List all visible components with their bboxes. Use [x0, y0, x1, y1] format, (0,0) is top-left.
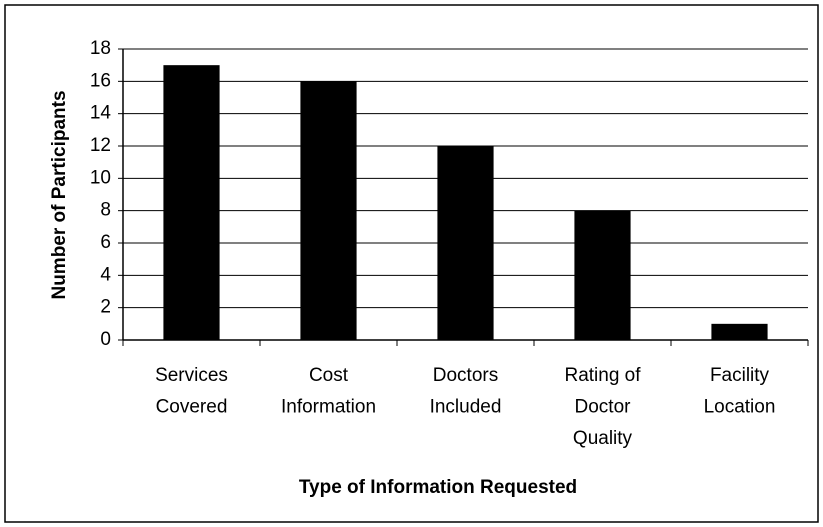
bar: [711, 323, 768, 340]
x-tick-label: Doctors: [433, 365, 498, 386]
y-tick-label: 6: [100, 232, 111, 253]
x-tick-label: Covered: [156, 397, 228, 418]
x-tick-label: Information: [281, 397, 376, 418]
bar: [163, 65, 220, 341]
y-tick-label: 2: [100, 297, 111, 318]
x-tick-label: Quality: [573, 428, 633, 449]
x-tick-label: Location: [704, 397, 776, 418]
y-axis-title: Number of Participants: [49, 90, 70, 299]
x-tick-label: Included: [430, 397, 502, 418]
x-tick-label: Doctor: [575, 397, 632, 418]
bar: [300, 81, 357, 340]
chart-frame: [4, 4, 819, 523]
x-tick-label: Facility: [710, 365, 770, 386]
x-tick-label: Services: [155, 365, 228, 386]
bar: [437, 146, 494, 340]
y-tick-label: 16: [90, 70, 111, 91]
y-tick-label: 14: [90, 103, 112, 124]
y-tick-label: 0: [100, 329, 111, 350]
bar: [574, 210, 631, 340]
x-tick-label: Cost: [309, 365, 349, 386]
x-tick-label: Rating of: [564, 365, 641, 386]
x-axis-title: Type of Information Requested: [299, 477, 577, 498]
y-tick-label: 4: [100, 264, 111, 285]
y-tick-label: 10: [90, 167, 111, 188]
y-tick-label: 18: [90, 38, 111, 59]
y-tick-label: 12: [90, 135, 111, 156]
y-tick-label: 8: [100, 200, 111, 221]
